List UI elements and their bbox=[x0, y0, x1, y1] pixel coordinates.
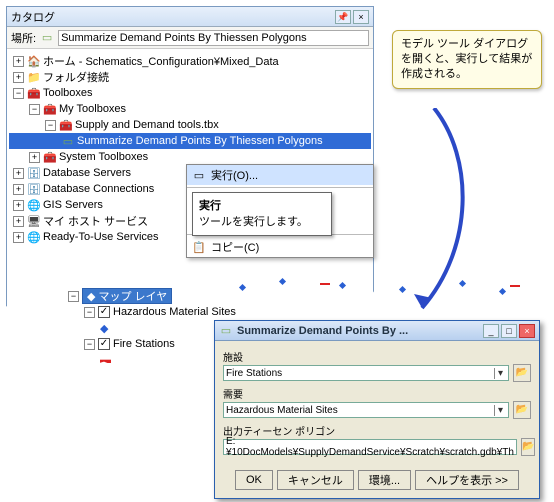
arrow-annotation bbox=[394, 108, 484, 318]
close-button[interactable]: × bbox=[353, 10, 369, 24]
help-button[interactable]: ヘルプを表示 >> bbox=[415, 470, 519, 490]
chevron-down-icon[interactable]: ▾ bbox=[494, 368, 506, 379]
tree-toolbox-file[interactable]: −🧰Supply and Demand tools.tbx bbox=[9, 117, 371, 133]
window-title: カタログ bbox=[11, 9, 333, 25]
tool-dialog: ▭ Summarize Demand Points By ... _ □ × 施… bbox=[214, 320, 540, 499]
location-bar: 場所: ▭ bbox=[7, 27, 373, 49]
tree-home[interactable]: +🏠ホーム - Schematics_Configuration¥Mixed_D… bbox=[9, 53, 371, 69]
callout-note: モデル ツール ダイアログを開くと、実行して結果が作成される。 bbox=[392, 30, 542, 89]
dialog-button-row: OK キャンセル 環境... ヘルプを表示 >> bbox=[215, 466, 539, 498]
titlebar: カタログ 📌 × bbox=[7, 7, 373, 27]
tree-toolboxes[interactable]: −🧰Toolboxes bbox=[9, 85, 371, 101]
dialog-min-button[interactable]: _ bbox=[483, 324, 499, 338]
location-label: 場所: bbox=[11, 30, 36, 46]
dialog-close-button[interactable]: × bbox=[519, 324, 535, 338]
input-field1[interactable]: Fire Stations▾ bbox=[223, 365, 509, 381]
input-field3[interactable]: E:¥10DocModels¥SupplyDemandService¥Scrat… bbox=[223, 439, 517, 455]
catalog-window: カタログ 📌 × 場所: ▭ +🏠ホーム - Schematics_Config… bbox=[6, 6, 374, 316]
tooltip-text: ツールを実行します。 bbox=[199, 213, 325, 229]
menu-copy[interactable]: 📋コピー(C) bbox=[187, 237, 373, 257]
label-field2: 需要 bbox=[223, 386, 531, 401]
chevron-down-icon[interactable]: ▾ bbox=[494, 405, 506, 416]
label-field1: 施設 bbox=[223, 349, 531, 364]
layer-haz[interactable]: −✓Hazardous Material Sites bbox=[68, 304, 268, 320]
dialog-icon: ▭ bbox=[219, 324, 233, 338]
location-input[interactable] bbox=[58, 30, 369, 46]
tree-selected-tool[interactable]: ▭Summarize Demand Points By Thiessen Pol… bbox=[9, 133, 371, 149]
tree-folder-connections[interactable]: +📁フォルダ接続 bbox=[9, 69, 371, 85]
tooltip: 実行 ツールを実行します。 bbox=[192, 192, 332, 236]
dialog-titlebar: ▭ Summarize Demand Points By ... _ □ × bbox=[215, 321, 539, 341]
menu-open[interactable]: ▭実行(O)... bbox=[187, 165, 373, 185]
input-field2[interactable]: Hazardous Material Sites▾ bbox=[223, 402, 509, 418]
cancel-button[interactable]: キャンセル bbox=[277, 470, 354, 490]
browse-button-3[interactable]: 📂 bbox=[521, 438, 535, 456]
env-button[interactable]: 環境... bbox=[358, 470, 411, 490]
map-layers-header[interactable]: −◆マップ レイヤ bbox=[68, 288, 268, 304]
tree-system-toolboxes[interactable]: +🧰System Toolboxes bbox=[9, 149, 371, 165]
model-icon: ▭ bbox=[40, 31, 54, 45]
browse-button-1[interactable]: 📂 bbox=[513, 364, 531, 382]
tree-my-toolboxes[interactable]: −🧰My Toolboxes bbox=[9, 101, 371, 117]
browse-button-2[interactable]: 📂 bbox=[513, 401, 531, 419]
dialog-body: 施設 Fire Stations▾ 📂 需要 Hazardous Materia… bbox=[215, 341, 539, 466]
dialog-max-button[interactable]: □ bbox=[501, 324, 517, 338]
pin-button[interactable]: 📌 bbox=[335, 10, 351, 24]
tooltip-title: 実行 bbox=[199, 197, 325, 213]
ok-button[interactable]: OK bbox=[235, 470, 273, 490]
dialog-title: Summarize Demand Points By ... bbox=[237, 325, 481, 337]
